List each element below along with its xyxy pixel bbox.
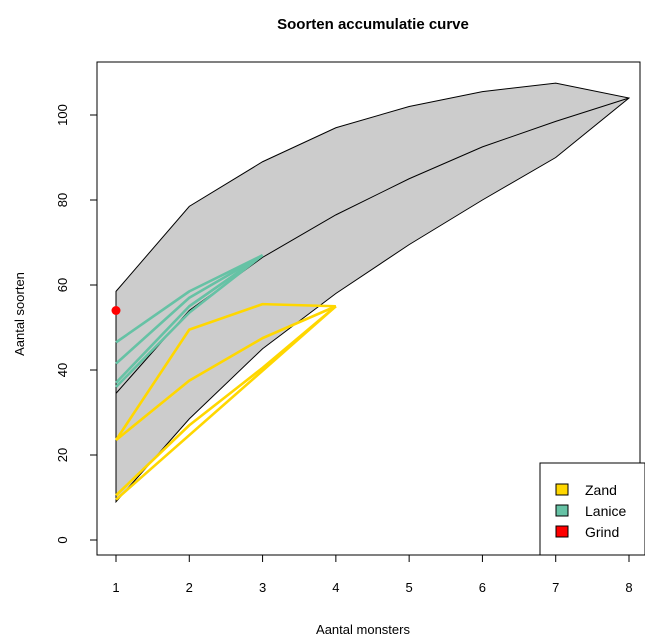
y-tick-label-80: 80 [55,193,70,207]
legend-label-grind: Grind [585,524,619,540]
series-line-zand-1 [115,305,337,442]
series-line-lanice-2 [115,254,264,365]
x-axis-label: Aantal monsters [316,622,410,637]
series-line-lanice-1 [115,254,264,344]
y-tick-label-40: 40 [55,363,70,377]
x-tick-label-8: 8 [625,580,632,595]
series-line-lanice-3 [115,254,264,384]
series-point-grind-1 [111,306,121,315]
legend-label-zand: Zand [585,482,617,498]
y-axis-label: Aantal soorten [12,272,27,356]
y-tick-label-60: 60 [55,278,70,292]
legend: Zand Lanice Grind [539,462,645,556]
x-tick-label-5: 5 [406,580,413,595]
x-tick-label-6: 6 [479,580,486,595]
x-tick-label-4: 4 [332,580,339,595]
legend-swatch-zand [555,483,569,496]
plot-area [111,82,631,504]
envelope-area [115,82,631,504]
x-tick-label-3: 3 [259,580,266,595]
x-tick-label-2: 2 [186,580,193,595]
series-line-zand-4 [115,305,337,497]
x-tick-label-1: 1 [112,580,119,595]
y-tick-label-20: 20 [55,448,70,462]
y-tick-label-100: 100 [55,104,70,126]
series-line-lanice-4 [115,254,264,388]
legend-swatch-grind [555,525,569,538]
legend-swatch-lanice [555,504,569,517]
x-tick-label-7: 7 [552,580,559,595]
chart-title: Soorten accumulatie curve [277,16,469,33]
legend-label-lanice: Lanice [585,503,626,519]
series-line-zand-2 [114,302,336,441]
y-tick-label-0: 0 [55,536,70,543]
